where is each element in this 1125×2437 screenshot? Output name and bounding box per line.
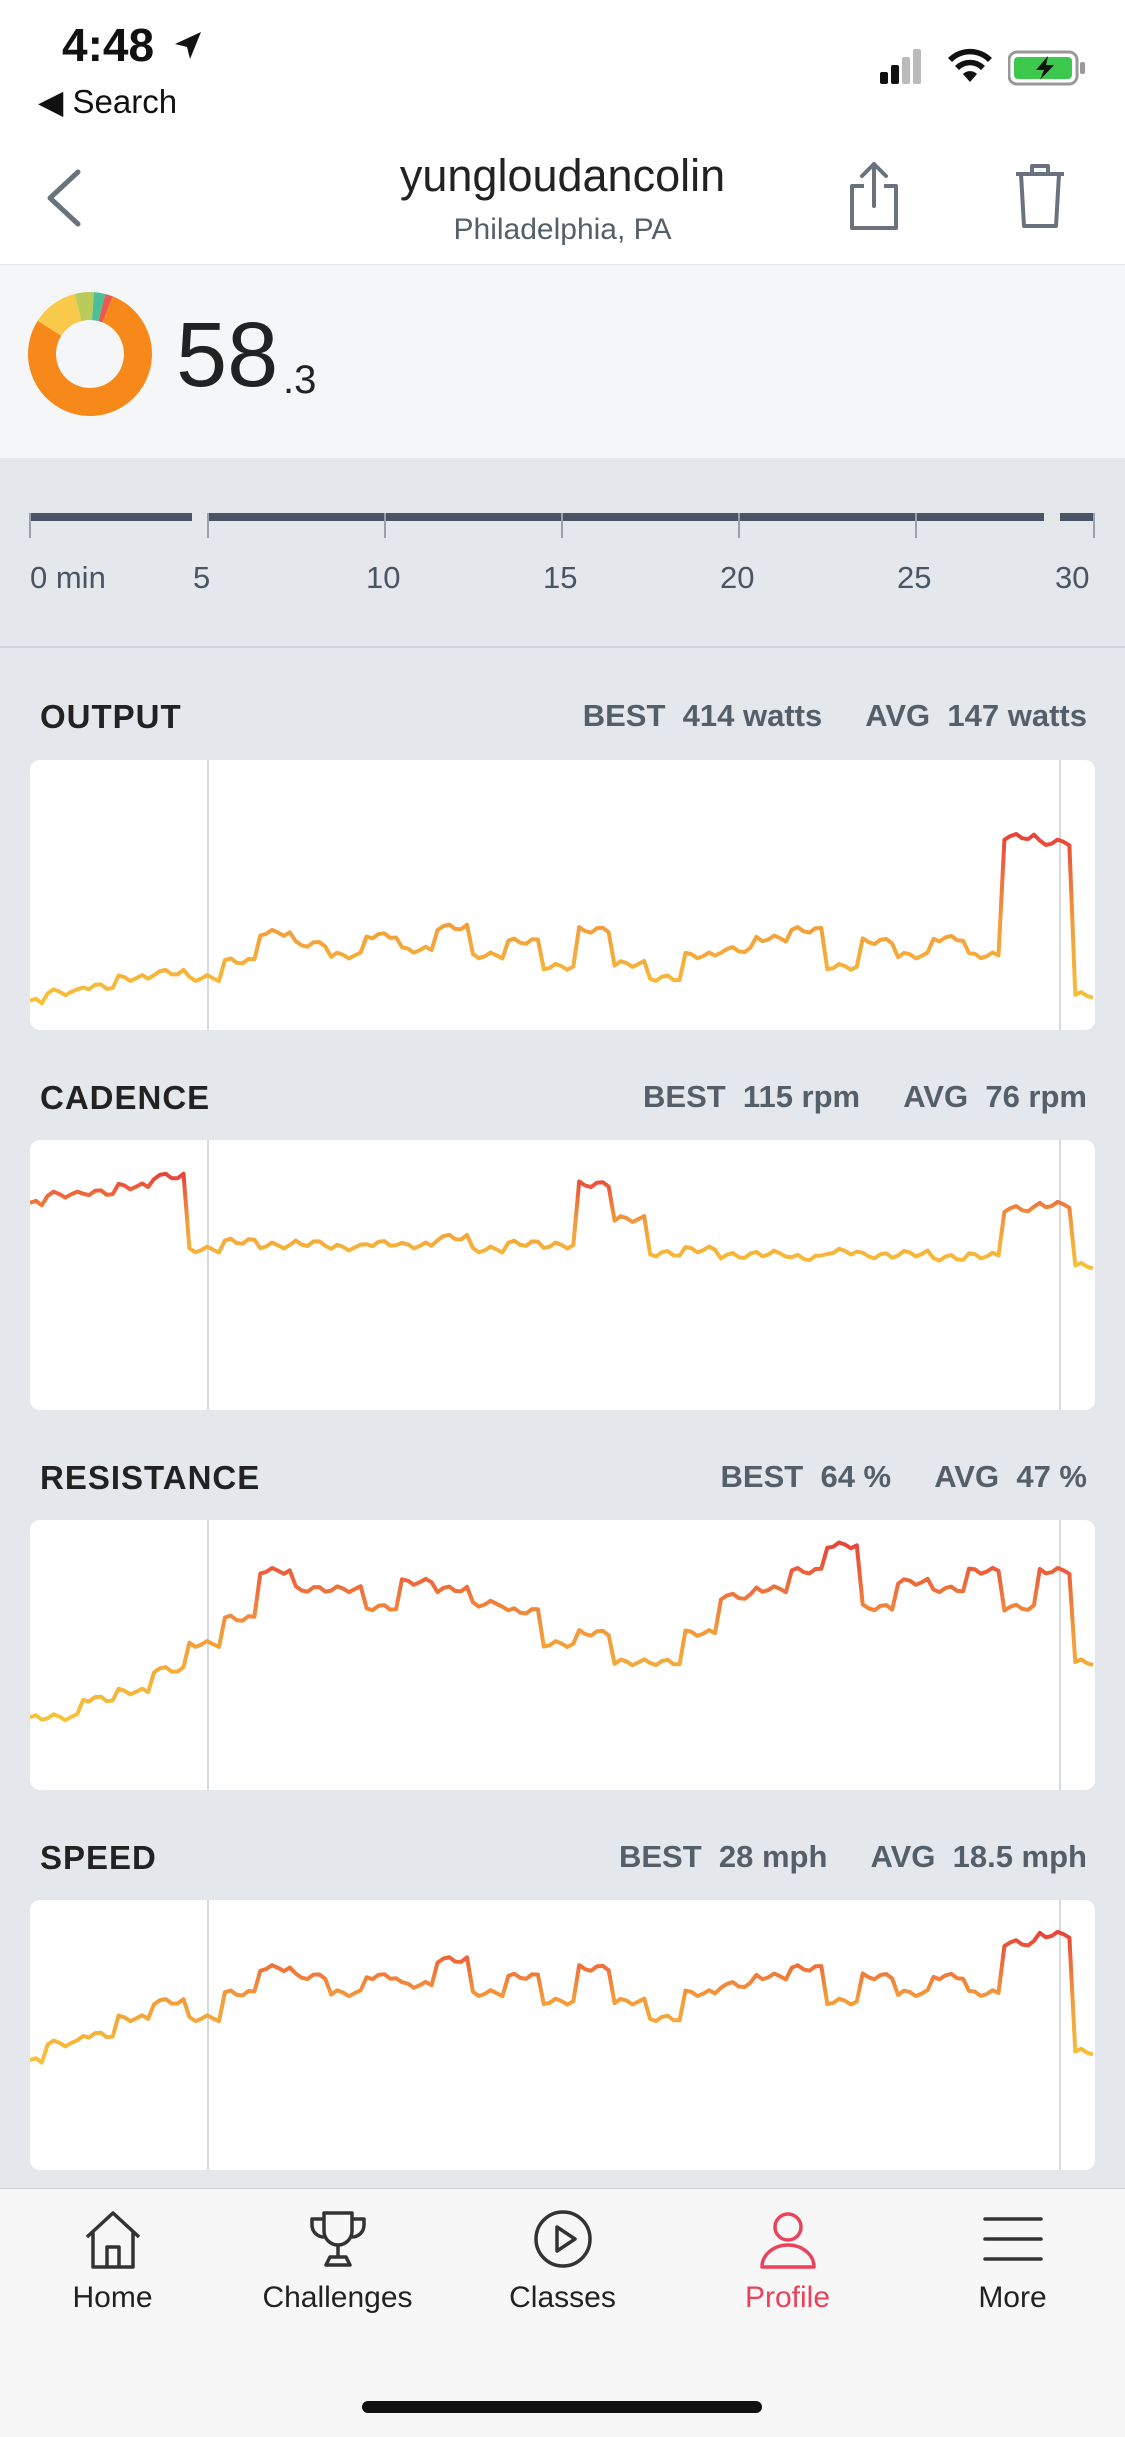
summary-section: 58 .3 xyxy=(0,264,1125,460)
tick-label-5: 5 xyxy=(193,560,211,595)
best-label: BEST xyxy=(720,1459,804,1494)
speed-chart xyxy=(30,1900,1095,2170)
tab-profile-label: Profile xyxy=(744,2281,831,2314)
cadence-label: CADENCE xyxy=(40,1079,211,1116)
output-chart xyxy=(30,760,1095,1030)
cadence-best-value: 115 rpm xyxy=(742,1079,861,1114)
tick-label-25: 25 xyxy=(897,560,932,595)
signal-icon xyxy=(880,48,922,84)
home-indicator xyxy=(362,2401,762,2413)
chevron-left-icon xyxy=(47,169,81,227)
output-line-chart xyxy=(30,760,1094,1030)
tab-challenges[interactable]: Challenges xyxy=(225,2207,450,2347)
zone-slice xyxy=(37,293,83,337)
location-arrow-icon xyxy=(174,32,201,59)
speed-line-chart xyxy=(30,1900,1094,2170)
status-time: 4:48 xyxy=(62,18,205,72)
trash-icon xyxy=(1016,164,1064,228)
resistance-avg-value: 47 % xyxy=(1016,1459,1087,1494)
tab-more-label: More xyxy=(978,2281,1047,2314)
wifi-icon xyxy=(947,46,993,84)
tick-label-0: 0 min xyxy=(30,560,106,595)
cadence-chart xyxy=(30,1140,1095,1410)
tab-profile[interactable]: Profile xyxy=(675,2207,900,2347)
speed-avg-value: 18.5 mph xyxy=(952,1839,1087,1874)
speed-label: SPEED xyxy=(40,1839,157,1876)
series-line xyxy=(30,832,1094,1006)
best-label: BEST xyxy=(618,1839,702,1874)
output-stats: BEST 414 watts AVG 147 watts xyxy=(583,698,1087,734)
series-line xyxy=(30,1929,1094,2065)
zone-slice xyxy=(98,293,113,323)
cadence-stats: BEST 115 rpm AVG 76 rpm xyxy=(643,1079,1087,1115)
tab-bar: Home Challenges Classes Profile More xyxy=(0,2188,1125,2437)
resistance-stats: BEST 64 % AVG 47 % xyxy=(721,1459,1087,1495)
workout-metrics: 0 min 5 10 15 20 25 30 OUTPUT BEST 414 w… xyxy=(0,458,1125,2188)
zone-slice xyxy=(28,296,152,416)
share-button[interactable] xyxy=(846,160,902,232)
score-value: 58 xyxy=(176,304,279,406)
zone-slice xyxy=(74,292,94,322)
series-line xyxy=(30,1540,1094,1723)
resistance-chart xyxy=(30,1520,1095,1790)
tab-classes[interactable]: Classes xyxy=(450,2207,675,2347)
avg-label: AVG xyxy=(934,1459,1000,1494)
tab-home-label: Home xyxy=(72,2281,153,2314)
zone-donut-chart xyxy=(28,292,152,416)
divider xyxy=(0,646,1125,648)
timeline-segment xyxy=(30,513,192,521)
timeline-scrubber[interactable]: 0 min 5 10 15 20 25 30 xyxy=(0,458,1125,646)
timeline-segment xyxy=(1060,513,1095,521)
tick-label-20: 20 xyxy=(720,560,755,595)
delete-button[interactable] xyxy=(1014,160,1066,232)
output-label: OUTPUT xyxy=(40,698,182,735)
person-icon xyxy=(759,2212,816,2269)
tick-label-10: 10 xyxy=(366,560,401,595)
back-button[interactable] xyxy=(34,160,94,236)
play-icon xyxy=(533,2210,592,2268)
avg-label: AVG xyxy=(870,1839,936,1874)
status-time-text: 4:48 xyxy=(62,19,155,71)
score-decimal: .3 xyxy=(283,358,317,402)
avg-label: AVG xyxy=(903,1079,969,1114)
back-to-search[interactable]: ◀ Search xyxy=(38,83,178,120)
output-best-value: 414 watts xyxy=(682,698,823,733)
output-avg-value: 147 watts xyxy=(947,698,1087,733)
tab-classes-label: Classes xyxy=(509,2281,616,2314)
timeline-segment xyxy=(208,513,1044,521)
series-line xyxy=(30,1171,1094,1271)
avg-label: AVG xyxy=(865,698,931,733)
cadence-line-chart xyxy=(30,1140,1094,1410)
speed-stats: BEST 28 mph AVG 18.5 mph xyxy=(619,1839,1087,1875)
timeline-ticks xyxy=(29,513,1095,538)
tab-more[interactable]: More xyxy=(900,2207,1125,2347)
share-icon xyxy=(850,162,898,230)
tab-home[interactable]: Home xyxy=(0,2207,225,2347)
tab-challenges-label: Challenges xyxy=(262,2281,413,2314)
tick-label-30: 30 xyxy=(1055,560,1090,595)
menu-icon xyxy=(982,2217,1043,2261)
timeline-bar xyxy=(29,513,1095,538)
home-icon xyxy=(85,2211,140,2269)
best-label: BEST xyxy=(643,1079,726,1114)
resistance-line-chart xyxy=(30,1520,1094,1790)
zone-slice xyxy=(91,292,106,322)
resistance-best-value: 64 % xyxy=(820,1459,892,1494)
tick-label-15: 15 xyxy=(543,560,578,595)
battery-charging-icon xyxy=(1007,50,1088,86)
trophy-icon xyxy=(309,2211,366,2267)
resistance-label: RESISTANCE xyxy=(40,1459,261,1496)
best-label: BEST xyxy=(582,698,666,733)
page-subtitle: Philadelphia, PA xyxy=(453,213,672,246)
speed-best-value: 28 mph xyxy=(718,1839,828,1874)
cadence-avg-value: 76 rpm xyxy=(985,1079,1087,1114)
page-title: yungloudancolin xyxy=(399,150,726,201)
